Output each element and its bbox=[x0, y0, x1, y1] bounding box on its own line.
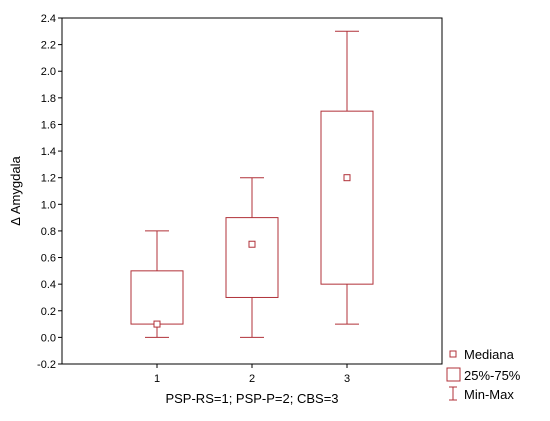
box-group-1 bbox=[130, 230, 184, 338]
y-tick-label: 1.2 bbox=[41, 173, 56, 185]
y-tick-label: 1.0 bbox=[41, 199, 56, 211]
y-tick-label: 0.0 bbox=[41, 332, 56, 344]
x-tick-label: 2 bbox=[249, 373, 255, 385]
box-iqr bbox=[225, 217, 279, 298]
box-group-3 bbox=[320, 30, 374, 325]
y-tick-label: 0.2 bbox=[41, 306, 56, 318]
legend-box-swatch bbox=[446, 367, 461, 382]
legend-median-marker bbox=[449, 350, 457, 358]
y-tick-label: 2.0 bbox=[41, 66, 56, 78]
legend-whisker-label: Min-Max bbox=[464, 387, 514, 402]
x-axis-label: PSP-RS=1; PSP-P=2; CBS=3 bbox=[165, 391, 338, 406]
box-iqr bbox=[320, 110, 374, 285]
box-iqr bbox=[130, 270, 184, 325]
median-marker bbox=[343, 174, 351, 182]
y-tick-label: 0.8 bbox=[41, 226, 56, 238]
y-tick-label: 1.8 bbox=[41, 93, 56, 105]
median-marker bbox=[248, 240, 256, 248]
median-marker bbox=[153, 320, 161, 328]
y-tick-label: -0.2 bbox=[37, 359, 56, 371]
y-tick-label: 2.2 bbox=[41, 40, 56, 52]
y-tick-label: 2.4 bbox=[41, 13, 56, 25]
y-tick-label: 0.4 bbox=[41, 279, 56, 291]
y-axis: -0.2 0.0 0.2 0.4 0.6 0.8 1.0 1.2 1.4 1.6 1.8 2.0 2.2… bbox=[37, 13, 62, 371]
box-series bbox=[130, 30, 374, 338]
legend-median-label: Mediana bbox=[464, 347, 515, 362]
x-axis: 1 2 3 bbox=[154, 364, 350, 385]
y-tick-label: 1.6 bbox=[41, 119, 56, 131]
box-group-2 bbox=[225, 177, 279, 338]
x-tick-label: 3 bbox=[344, 373, 350, 385]
y-axis-label: Δ Amygdala bbox=[8, 156, 23, 226]
x-tick-label: 1 bbox=[154, 373, 160, 385]
legend-box-label: 25%-75% bbox=[464, 368, 521, 383]
legend: Mediana 25%-75% Min-Max bbox=[446, 347, 521, 402]
y-tick-label: 1.4 bbox=[41, 146, 56, 158]
y-tick-label: 0.6 bbox=[41, 253, 56, 265]
